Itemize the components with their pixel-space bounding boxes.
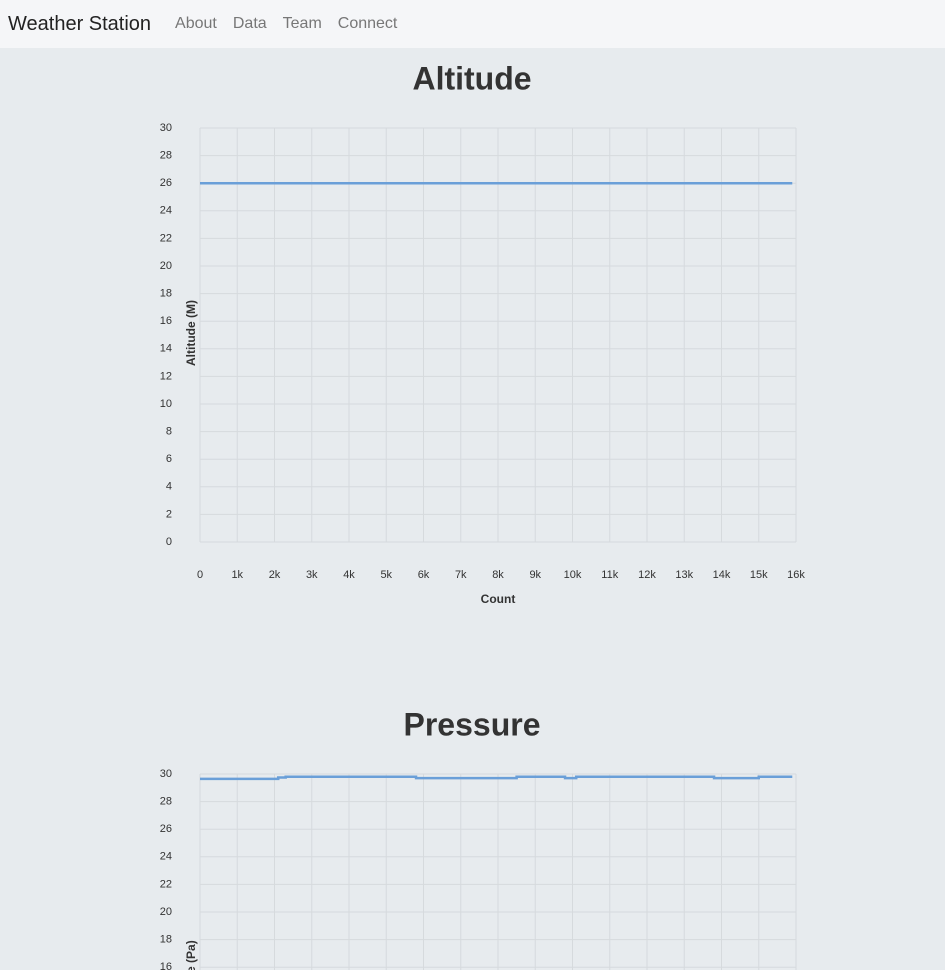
y-axis-label: Pressure (Pa) xyxy=(184,940,198,970)
nav-link[interactable]: About xyxy=(175,15,217,32)
chart-title: Altitude xyxy=(412,60,531,96)
y-tick-label: 2 xyxy=(166,508,172,520)
x-tick-label: 9k xyxy=(529,569,541,581)
x-tick-label: 1k xyxy=(231,569,243,581)
nav-link[interactable]: Data xyxy=(232,15,267,32)
x-tick-label: 12k xyxy=(638,569,656,581)
x-tick-label: 5k xyxy=(380,569,392,581)
x-tick-label: 7k xyxy=(455,569,467,581)
x-tick-label: 8k xyxy=(492,569,504,581)
y-axis-label: Altitude (M) xyxy=(184,300,198,366)
chart-title: Pressure xyxy=(404,706,541,742)
y-tick-label: 24 xyxy=(160,205,172,217)
x-tick-label: 11k xyxy=(601,569,618,581)
x-tick-label: 2k xyxy=(269,569,281,581)
x-tick-label: 10k xyxy=(564,569,582,581)
x-axis-label: Count xyxy=(481,592,516,606)
y-tick-label: 16 xyxy=(160,961,172,970)
y-tick-label: 8 xyxy=(166,426,172,438)
y-tick-label: 22 xyxy=(160,232,172,244)
y-tick-label: 28 xyxy=(160,796,172,808)
y-tick-label: 10 xyxy=(160,398,172,410)
brand[interactable]: Weather Station xyxy=(8,12,152,35)
navbar: Weather Station About Data Team Connect xyxy=(0,0,945,48)
y-tick-label: 22 xyxy=(160,878,172,890)
x-tick-label: 16k xyxy=(787,569,805,581)
y-tick-label: 30 xyxy=(160,768,172,780)
nav-link[interactable]: Connect xyxy=(337,15,398,32)
x-tick-label: 13k xyxy=(675,569,693,581)
y-tick-label: 24 xyxy=(160,851,172,863)
y-tick-label: 6 xyxy=(166,453,172,465)
y-tick-label: 30 xyxy=(160,122,172,134)
y-tick-label: 26 xyxy=(160,177,172,189)
nav-link[interactable]: Team xyxy=(282,15,322,32)
y-tick-label: 20 xyxy=(160,906,172,918)
y-tick-label: 14 xyxy=(160,343,172,355)
x-tick-label: 4k xyxy=(343,569,355,581)
y-tick-label: 26 xyxy=(160,823,172,835)
y-tick-label: 18 xyxy=(160,934,172,946)
y-tick-label: 0 xyxy=(166,536,172,548)
y-tick-label: 4 xyxy=(166,481,172,493)
y-tick-label: 16 xyxy=(160,315,172,327)
x-tick-label: 3k xyxy=(306,569,318,581)
y-tick-label: 28 xyxy=(160,150,172,162)
x-tick-label: 6k xyxy=(418,569,430,581)
x-tick-label: 14k xyxy=(713,569,731,581)
x-tick-label: 0 xyxy=(197,569,203,581)
y-tick-label: 20 xyxy=(160,260,172,272)
x-tick-label: 15k xyxy=(750,569,768,581)
y-tick-label: 12 xyxy=(160,370,172,382)
y-tick-label: 18 xyxy=(160,288,172,300)
data-line xyxy=(200,775,793,781)
